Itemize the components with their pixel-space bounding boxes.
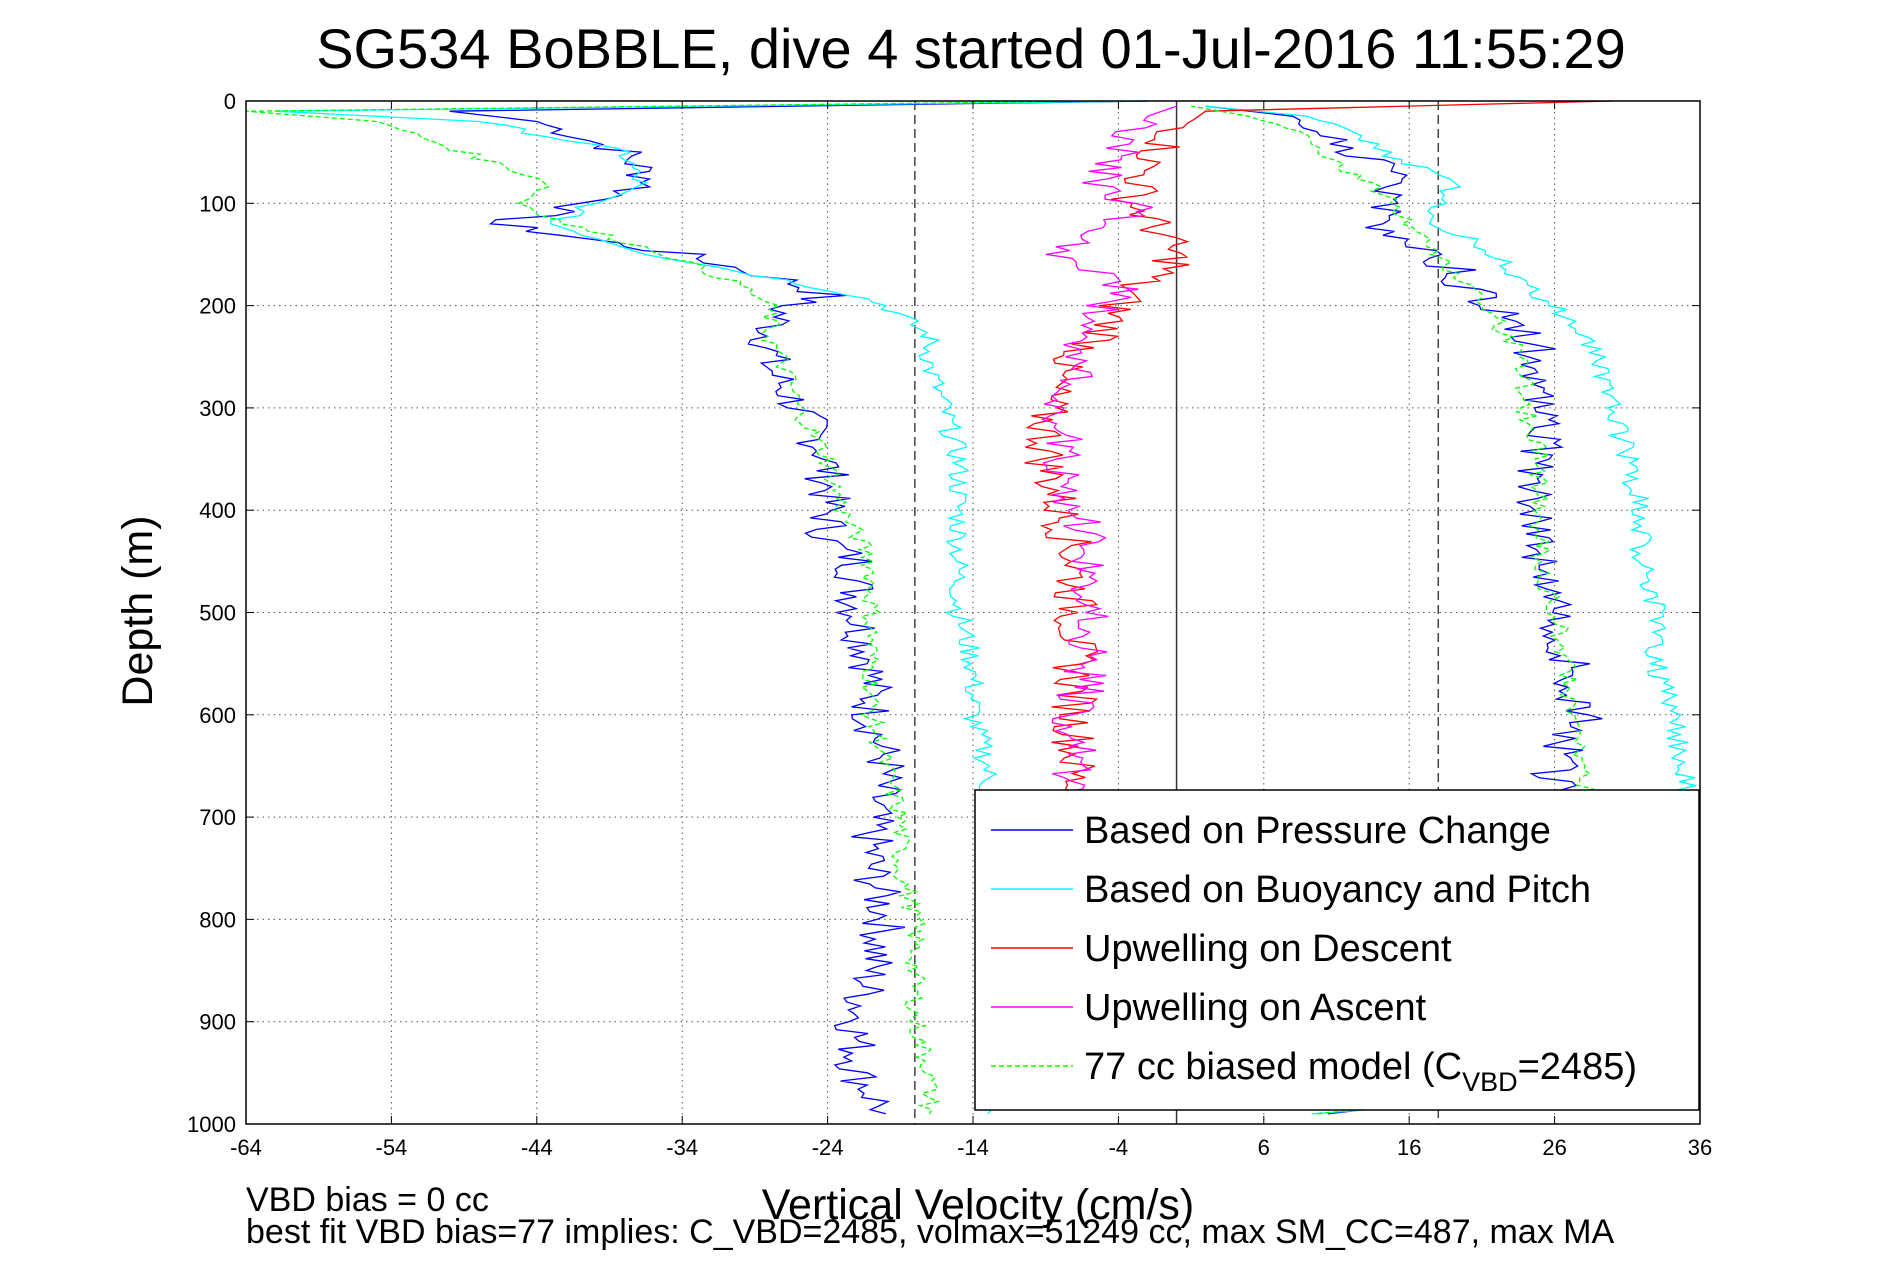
y-tick-label: 700 [199,805,236,830]
y-tick-label: 500 [199,601,236,626]
x-tick-label: 36 [1688,1135,1712,1160]
series-line-descent [245,100,1104,1115]
legend-label: Upwelling on Descent [1084,928,1452,970]
legend-label: Based on Buoyancy and Pitch [1084,869,1591,911]
y-tick-label: 400 [199,498,236,523]
series-line-ascent [1190,105,1623,1115]
series-line-descent [1024,100,1613,797]
axis-ticks: -64 -54 -44 -34 -24 -14 -4 6 16 26 36 0 100 200 300 400… [187,89,1712,1160]
legend-label: Upwelling on Ascent [1084,987,1427,1029]
x-tick-label: -24 [812,1135,844,1160]
y-tick-label: 900 [199,1010,236,1035]
legend-box [974,789,1700,1111]
legend: Based on Pressure Change Based on Buoyanc… [974,789,1700,1111]
chart-title: SG534 BoBBLE, dive 4 started 01-Jul-2016… [316,17,1626,80]
legend-label: Based on Pressure Change [1084,810,1551,852]
y-tick-label: 1000 [187,1112,236,1137]
series-line-descent [449,100,1148,1115]
footnote-line-2: best fit VBD bias=77 implies: C_VBD=2485… [246,1213,1615,1251]
x-tick-label: -34 [666,1135,698,1160]
x-tick-label: 16 [1397,1135,1421,1160]
x-tick-label: 26 [1542,1135,1566,1160]
x-tick-label: -44 [521,1135,553,1160]
series-line-ascent [1040,105,1177,798]
x-tick-label: -14 [957,1135,989,1160]
y-tick-label: 200 [199,294,236,319]
y-axis-label: Depth (m) [114,515,162,706]
x-axis-label: Vertical Velocity (cm/s) [762,1181,1195,1229]
x-tick-label: 6 [1258,1135,1270,1160]
x-tick-label: -54 [376,1135,408,1160]
y-tick-label: 100 [199,191,236,216]
y-tick-label: 800 [199,907,236,932]
y-tick-label: 600 [199,703,236,728]
footnote-line-1: VBD bias = 0 cc [246,1181,489,1219]
x-tick-label: -4 [1109,1135,1129,1160]
y-tick-label: 0 [224,89,236,114]
y-tick-label: 300 [199,396,236,421]
x-tick-label: -64 [230,1135,262,1160]
